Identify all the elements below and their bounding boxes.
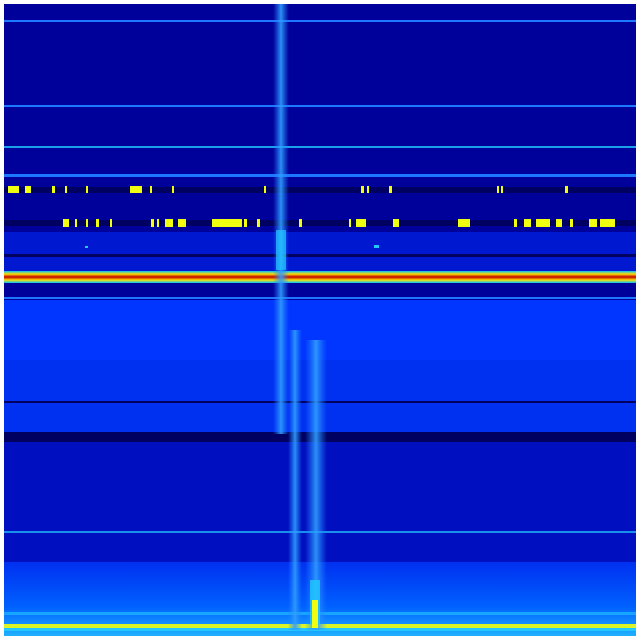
spot [85,246,88,248]
dash-row2 [524,219,531,227]
dash-row1 [361,186,364,193]
line-188 [4,187,636,193]
dash-row1 [497,186,499,193]
dash-row2 [299,219,302,227]
dash-row1 [565,186,568,193]
dash-row2 [349,219,351,227]
dash-row2 [514,219,517,227]
line-105 [4,105,636,107]
dash-row1 [130,186,142,193]
dash-row2 [536,219,550,227]
streak-layer [85,4,379,630]
spot [374,245,379,248]
line-174 [4,174,636,177]
dash-row1 [52,186,55,193]
line-298 [4,297,636,299]
dash-row2 [212,219,242,227]
dash-row2 [86,219,88,227]
dash-row2 [393,219,399,227]
dash-row2 [244,219,247,227]
dash-row2 [75,219,77,227]
line-146 [4,146,636,148]
dash-row2 [151,219,154,227]
dash-row2 [165,219,173,227]
dash-row2 [600,219,615,227]
dash-row1 [501,186,503,193]
dash-row2 [257,219,260,227]
dash-row1 [367,186,369,193]
dash-row2 [110,219,112,227]
dash-row2 [63,219,69,227]
dash-row1 [65,186,67,193]
dash-row1 [389,186,392,193]
dash-row2 [96,219,99,227]
band-upper-mid [4,232,636,272]
dash-row1 [8,186,19,193]
dash-layer [8,186,615,227]
streak-lower-left [288,330,302,630]
dash-row2 [178,219,186,227]
dash-row2 [356,219,366,227]
dash-row1 [25,186,31,193]
streak-upper [273,4,289,434]
line-222 [4,220,636,226]
streak-hot [312,600,318,628]
dash-row2 [589,219,597,227]
line-red [4,271,636,283]
dash-row1 [86,186,88,193]
dash-row2 [458,219,470,227]
dash-row2 [570,219,573,227]
dash-row1 [264,186,266,193]
dash-row2 [556,219,562,227]
dash-row2 [157,219,159,227]
streak-lower-right [305,340,327,630]
streak-upper-core [276,230,286,270]
line-20 [4,20,636,22]
line-255 [4,254,636,257]
dash-row1 [172,186,174,193]
dash-row1 [150,186,152,193]
